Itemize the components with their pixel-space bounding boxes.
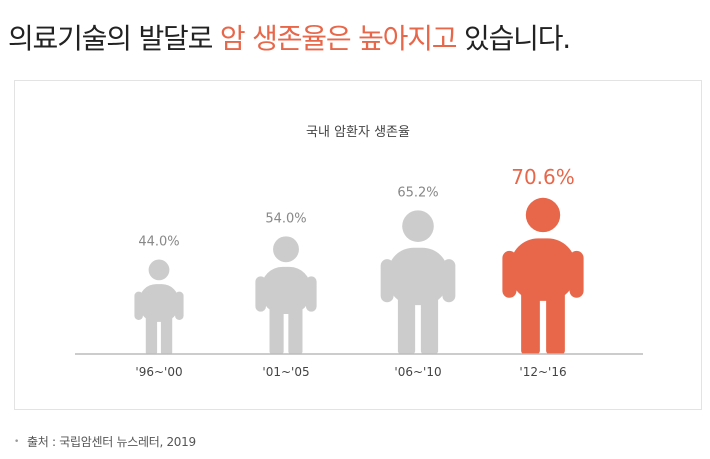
category-label: '01~'05 [262, 365, 309, 379]
value-label: 44.0% [138, 235, 179, 250]
person-icon-bar [134, 259, 184, 354]
person-icon-bar [380, 210, 456, 354]
value-label: 65.2% [397, 185, 438, 200]
category-label: '96~'00 [135, 365, 182, 379]
source-note: • 출처 : 국립암센터 뉴스레터, 2019 [14, 433, 196, 450]
headline-highlight: 암 생존율은 높아지고 [219, 22, 458, 55]
source-text: 출처 : 국립암센터 뉴스레터, 2019 [27, 435, 196, 449]
headline-post: 있습니다. [456, 22, 571, 55]
value-label: 70.6% [511, 165, 575, 189]
person-icon-bar [502, 197, 584, 354]
headline-pre: 의료기술의 발달로 [8, 22, 220, 55]
person-icon-bar [255, 236, 317, 354]
survival-rate-chart: 44.0% '96~'00 54.0% '01~'05 65.2% '06~'10 70.6… [75, 165, 643, 379]
headline: 의료기술의 발달로 암 생존율은 높아지고 있습니다. [8, 17, 571, 57]
bullet-icon: • [14, 437, 20, 447]
value-label: 54.0% [265, 211, 306, 226]
chart-panel: 국내 암환자 생존율 44.0% '96~'00 54.0% '01~'05 65.2%… [14, 80, 702, 410]
category-label: '06~'10 [394, 365, 441, 379]
category-label: '12~'16 [519, 365, 566, 379]
chart-title: 국내 암환자 생존율 [306, 125, 410, 140]
